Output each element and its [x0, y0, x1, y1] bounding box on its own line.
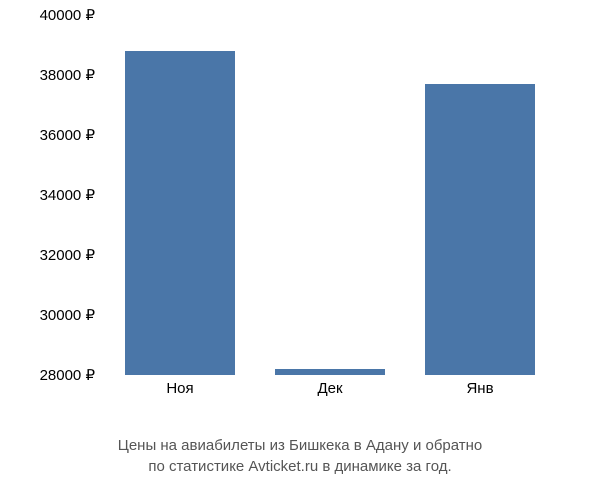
y-tick-label: 34000 ₽ — [40, 186, 95, 204]
bar — [425, 84, 535, 375]
y-axis: 28000 ₽30000 ₽32000 ₽34000 ₽36000 ₽38000… — [20, 15, 95, 375]
bar — [275, 369, 385, 375]
y-tick-label: 40000 ₽ — [40, 6, 95, 24]
x-tick-label: Ноя — [166, 380, 193, 397]
chart-caption-line1: Цены на авиабилеты из Бишкека в Адану и … — [0, 435, 600, 456]
plot-area: 28000 ₽30000 ₽32000 ₽34000 ₽36000 ₽38000… — [100, 15, 560, 375]
bar — [125, 51, 235, 375]
y-tick-label: 30000 ₽ — [40, 306, 95, 324]
y-tick-label: 38000 ₽ — [40, 66, 95, 84]
x-axis: Ноя Дек Янв — [100, 380, 560, 405]
chart-caption-line2: по статистике Avticket.ru в динамике за … — [0, 456, 600, 477]
x-tick-label: Янв — [466, 380, 493, 397]
x-tick-label: Дек — [317, 380, 342, 397]
y-tick-label: 28000 ₽ — [40, 366, 95, 384]
y-tick-label: 32000 ₽ — [40, 246, 95, 264]
y-tick-label: 36000 ₽ — [40, 126, 95, 144]
bars-group — [100, 15, 560, 375]
price-chart: 28000 ₽30000 ₽32000 ₽34000 ₽36000 ₽38000… — [100, 15, 560, 405]
